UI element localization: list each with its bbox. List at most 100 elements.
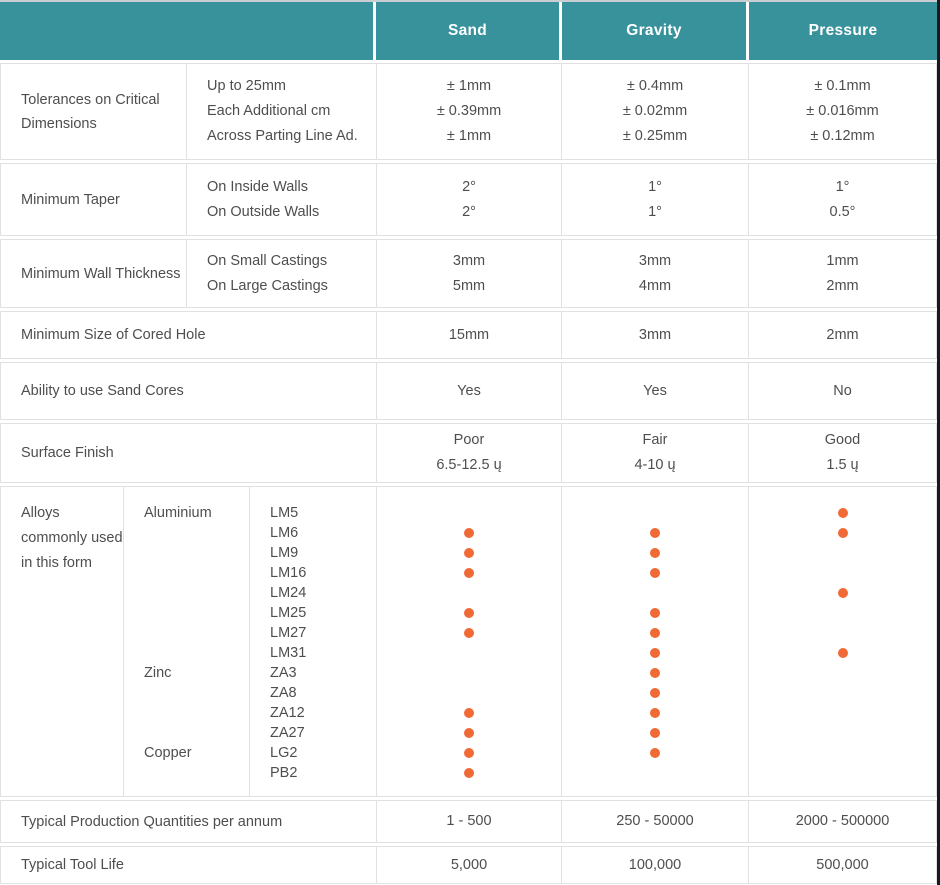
alloy-dot-slot [833, 723, 853, 743]
value-line: 3mm [638, 326, 672, 343]
value-line: ± 0.1mm [814, 78, 871, 94]
value-line: No [833, 382, 852, 399]
sublabel-line: Up to 25mm [207, 78, 286, 94]
alloy-code: LM27 [270, 625, 307, 641]
alloy-dot [464, 548, 474, 558]
row-label: Minimum Wall Thickness [1, 240, 186, 307]
alloy-dot-slot [833, 583, 853, 603]
sublabel-line: On Large Castings [207, 277, 328, 294]
cell-pressure: 2000 - 500000 [748, 801, 936, 842]
alloy-dot-slot [645, 723, 665, 743]
alloy-dot-slot [833, 503, 853, 523]
table-top-border [0, 0, 937, 2]
value-line: 1° [835, 178, 850, 195]
value-line: Yes [643, 382, 667, 399]
cell-gravity: 3mm 4mm [561, 240, 748, 307]
alloy-dot [650, 728, 660, 738]
value-line: 3mm [638, 252, 672, 269]
alloy-dot [464, 628, 474, 638]
alloy-dot [650, 528, 660, 538]
column-header-gravity: Gravity [562, 2, 746, 60]
value-line: 1.5 ų [826, 457, 859, 473]
row-sublabels: On Inside Walls On Outside Walls [186, 164, 376, 235]
alloy-dots-sand [376, 487, 561, 796]
cell-gravity: 100,000 [561, 847, 748, 883]
alloy-dot [650, 668, 660, 678]
cell-pressure: No [748, 363, 936, 419]
row-label: Minimum Taper [1, 164, 186, 235]
sublabel-line: Each Additional cm [207, 103, 331, 119]
alloy-dot-slot [833, 523, 853, 543]
alloy-dot-slot [459, 603, 479, 623]
alloy-dot-slot [833, 563, 853, 583]
alloy-dot [837, 588, 848, 598]
sublabel-line: On Outside Walls [207, 203, 320, 220]
value-line: 3mm [452, 252, 486, 269]
alloy-type-label: Copper [144, 745, 192, 761]
value-line: ± 0.016mm [806, 103, 879, 119]
alloy-dot-slot [833, 703, 853, 723]
alloy-dot [837, 528, 848, 538]
alloy-dot [650, 708, 660, 718]
value-line: 2° [462, 203, 476, 220]
alloy-dot [650, 548, 660, 558]
value-line: ± 0.12mm [810, 128, 875, 144]
alloy-code: LM16 [270, 565, 307, 581]
row-label-text: Typical Production Quantities per annum [21, 813, 283, 830]
cell-gravity: Fair 4-10 ų [561, 424, 748, 482]
column-header-pressure: Pressure [749, 2, 937, 60]
value-line: 2° [462, 178, 476, 195]
row-label: Ability to use Sand Cores [1, 363, 376, 419]
alloy-dot-slot [833, 663, 853, 683]
alloy-dot [650, 748, 660, 758]
row-label: Minimum Size of Cored Hole [1, 312, 376, 358]
alloy-dot-slot [459, 503, 479, 523]
cell-pressure: Good 1.5 ų [748, 424, 936, 482]
alloy-dot [650, 648, 660, 658]
row-label-text: Tolerances on Critical Dimensions [21, 91, 160, 132]
value-line: 15mm [448, 326, 490, 343]
value-line: 1mm [826, 252, 859, 269]
table-header-row: Sand Gravity Pressure [0, 2, 937, 60]
value-line: 1° [648, 178, 662, 195]
alloy-dot-slot [645, 683, 665, 703]
cell-gravity: Yes [561, 363, 748, 419]
alloy-dot-slot [459, 663, 479, 683]
alloy-dot [464, 728, 474, 738]
alloy-dots-pressure [748, 487, 936, 796]
table-row-tolerances: Tolerances on Critical Dimensions Up to … [0, 63, 937, 160]
row-label: Typical Production Quantities per annum [1, 801, 376, 842]
alloy-dot [464, 708, 474, 718]
alloy-dot-slot [459, 723, 479, 743]
value-line: 2mm [826, 277, 859, 294]
value-line: Poor [453, 432, 485, 448]
alloy-dot [650, 568, 660, 578]
cell-sand: Yes [376, 363, 561, 419]
alloy-dot-slot [459, 643, 479, 663]
table-row-alloys: Alloys commonly used in this form Alumin… [0, 486, 937, 797]
alloy-dot-slot [645, 503, 665, 523]
alloy-dot-slot [645, 703, 665, 723]
alloy-dots-gravity [561, 487, 748, 796]
value-line: 4-10 ų [634, 457, 676, 473]
alloy-type-column: Aluminium Zinc Copper [123, 487, 249, 796]
row-label-text: Typical Tool Life [21, 857, 124, 873]
column-header-sand: Sand [376, 2, 559, 60]
value-line: ± 0.39mm [436, 103, 502, 119]
row-label: Typical Tool Life [1, 847, 376, 883]
cell-gravity: 250 - 50000 [561, 801, 748, 842]
sublabel-line: On Small Castings [207, 252, 328, 269]
alloy-dot-slot [645, 523, 665, 543]
table-row-surface-finish: Surface Finish Poor 6.5-12.5 ų Fair 4-10… [0, 423, 937, 483]
cell-gravity: 3mm [561, 312, 748, 358]
cell-sand: 3mm 5mm [376, 240, 561, 307]
alloy-dot [837, 508, 848, 518]
alloy-code: ZA8 [270, 685, 297, 701]
alloy-code: LM6 [270, 525, 299, 541]
cell-sand: 1 - 500 [376, 801, 561, 842]
sublabel-line: Across Parting Line Ad. [207, 128, 358, 144]
alloy-dot [650, 628, 660, 638]
cell-sand: 15mm [376, 312, 561, 358]
